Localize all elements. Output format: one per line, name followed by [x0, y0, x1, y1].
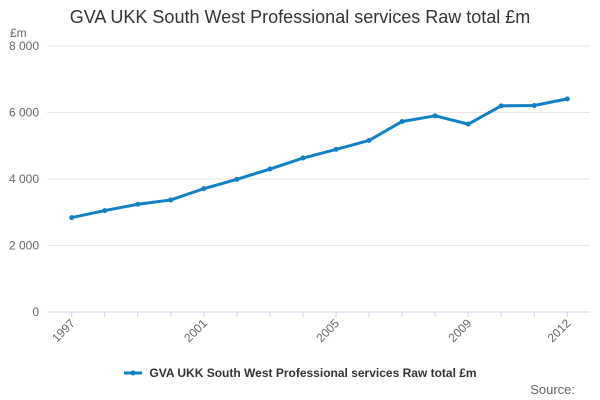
data-point-marker[interactable]	[69, 215, 75, 221]
y-axis-tick-label: 0	[32, 305, 39, 319]
data-point-marker[interactable]	[531, 103, 537, 109]
y-axis-unit-label: £m	[10, 26, 27, 40]
y-axis-tick-label: 6 000	[9, 106, 39, 120]
x-axis-tick-label: 2005	[313, 316, 342, 345]
x-axis-tick-label: 2001	[181, 316, 210, 345]
data-point-marker[interactable]	[168, 197, 174, 203]
series-line	[70, 97, 569, 220]
y-axis-tick-label: 2 000	[9, 239, 39, 253]
x-axis-tick-label: 2009	[446, 316, 475, 345]
data-point-marker[interactable]	[366, 137, 372, 143]
data-point-marker[interactable]	[102, 208, 108, 214]
data-point-marker[interactable]	[465, 121, 471, 127]
legend-line-marker-icon	[123, 369, 143, 377]
y-axis-tick-label: 4 000	[9, 172, 39, 186]
data-point-marker[interactable]	[201, 186, 207, 192]
plot-svg: 0 2 000 4 000 6 000 8 000£m 1997 2001 2005 2009 2…	[9, 26, 590, 345]
data-point-marker[interactable]	[135, 201, 141, 207]
data-point-marker[interactable]	[333, 146, 339, 152]
chart-title: GVA UKK South West Professional services…	[69, 7, 531, 27]
legend-label: GVA UKK South West Professional services…	[149, 366, 477, 380]
legend-item[interactable]: GVA UKK South West Professional services…	[0, 366, 600, 380]
source-label: Source:	[530, 382, 575, 397]
data-point-marker[interactable]	[498, 103, 504, 109]
y-axis-tick-label: 8 000	[9, 39, 39, 53]
data-point-marker[interactable]	[300, 155, 306, 161]
data-point-marker[interactable]	[432, 113, 438, 119]
x-axis-tick-label: 1997	[49, 316, 78, 345]
data-point-marker[interactable]	[234, 176, 240, 182]
data-point-marker[interactable]	[399, 118, 405, 124]
data-point-marker[interactable]	[564, 96, 570, 102]
data-point-marker[interactable]	[267, 166, 273, 172]
x-axis-tick-label: 2012	[545, 316, 574, 345]
